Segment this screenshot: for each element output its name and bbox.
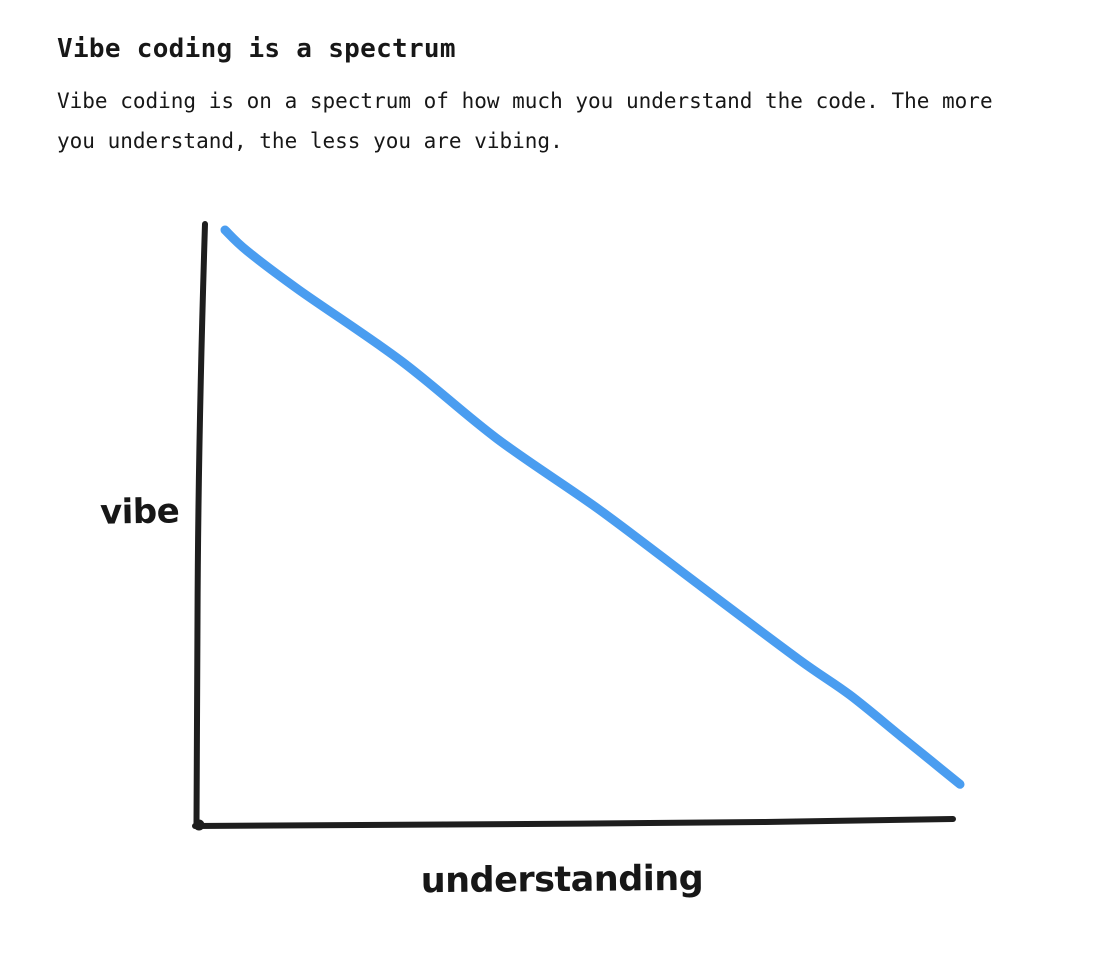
y-axis-label: vibe [99,491,180,533]
page-title: Vibe coding is a spectrum [57,34,456,64]
x-axis [192,816,956,829]
y-axis [193,221,208,827]
axis-origin-dot [193,819,205,831]
intro-paragraph: Vibe coding is on a spectrum of how much… [57,89,993,153]
vibe-line [220,225,965,789]
x-axis-label: understanding [420,858,704,902]
